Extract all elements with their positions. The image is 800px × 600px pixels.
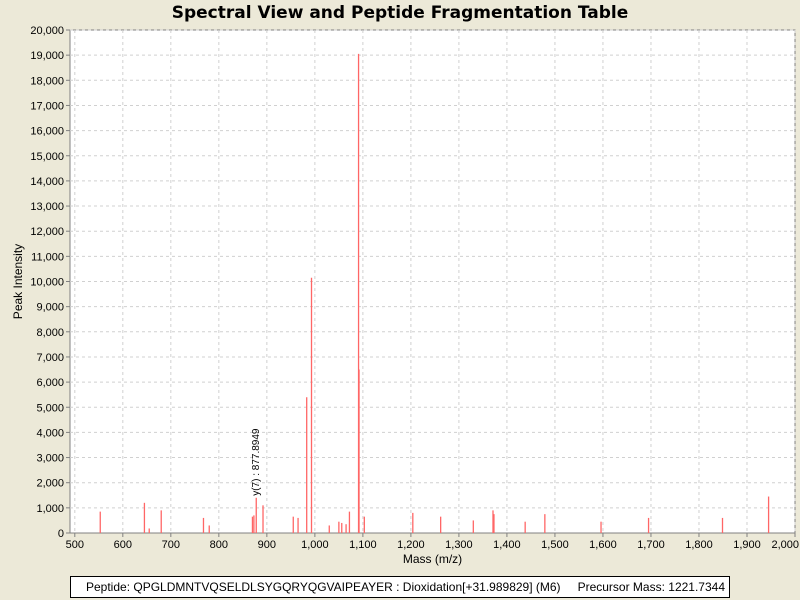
y-tick-label: 20,000 [30, 25, 64, 37]
y-tick-label: 11,000 [31, 251, 64, 263]
y-tick-label: 14,000 [30, 176, 64, 188]
x-tick-label: 2,000 [771, 539, 799, 551]
x-axis-label: Mass (m/z) [403, 552, 462, 566]
peptide-label: Peptide: QPGLDMNTVQSELDLSYGQRYQGVAIPEAYE… [86, 580, 561, 594]
footer-info: Peptide: QPGLDMNTVQSELDLSYGQRYQGVAIPEAYE… [70, 576, 730, 598]
y-tick-label: 3,000 [36, 453, 64, 465]
x-tick-label: 1,400 [493, 539, 521, 551]
y-tick-label: 12,000 [30, 226, 64, 238]
x-tick-label: 1,000 [301, 539, 329, 551]
y-tick-label: 9,000 [36, 302, 64, 314]
precursor-mass-label: Precursor Mass: 1221.7344 [577, 580, 725, 594]
y-tick-label: 10,000 [30, 277, 64, 289]
peak-annotation: y(7) : 877.8949 [251, 428, 262, 496]
y-tick-label: 19,000 [30, 50, 64, 62]
chart-title: Spectral View and Peptide Fragmentation … [171, 3, 629, 23]
y-tick-label: 18,000 [30, 75, 64, 87]
y-tick-label: 1,000 [36, 503, 64, 515]
x-tick-label: 1,700 [637, 539, 665, 551]
y-tick-label: 17,000 [30, 100, 64, 112]
x-tick-label: 1,100 [349, 539, 377, 551]
x-tick-label: 1,200 [397, 539, 425, 551]
spectrum-chart: 0 1,000 2,000 3,000 4,000 5,000 6,000 7,000 8,00… [11, 25, 799, 566]
x-tick-label: 1,900 [733, 539, 761, 551]
y-axis: 0 1,000 2,000 3,000 4,000 5,000 6,000 7,000 8,00… [30, 25, 70, 540]
y-tick-label: 15,000 [30, 151, 64, 163]
x-tick-label: 1,300 [445, 539, 473, 551]
x-tick-label: 1,500 [541, 539, 569, 551]
y-tick-label: 5,000 [36, 402, 64, 414]
y-tick-label: 0 [58, 528, 64, 540]
y-tick-label: 4,000 [36, 427, 64, 439]
x-tick-label: 900 [258, 539, 276, 551]
x-tick-label: 1,800 [685, 539, 713, 551]
x-tick-label: 1,600 [589, 539, 617, 551]
x-tick-label: 600 [114, 539, 132, 551]
y-tick-label: 16,000 [30, 126, 64, 138]
y-tick-label: 2,000 [36, 478, 64, 490]
y-tick-label: 13,000 [30, 201, 64, 213]
x-axis: 500 600 700 800 900 1,000 1,100 1,200 1,300 1,400… [66, 533, 799, 551]
peaks [99, 53, 770, 533]
grid-lines [70, 29, 796, 533]
y-tick-label: 6,000 [36, 377, 64, 389]
x-tick-label: 500 [66, 539, 84, 551]
y-axis-label: Peak Intensity [11, 244, 25, 319]
y-tick-label: 7,000 [36, 352, 64, 364]
annotations: y(7) : 877.8949 [251, 428, 262, 496]
x-tick-label: 800 [210, 539, 228, 551]
x-tick-label: 700 [162, 539, 180, 551]
y-tick-label: 8,000 [36, 327, 64, 339]
